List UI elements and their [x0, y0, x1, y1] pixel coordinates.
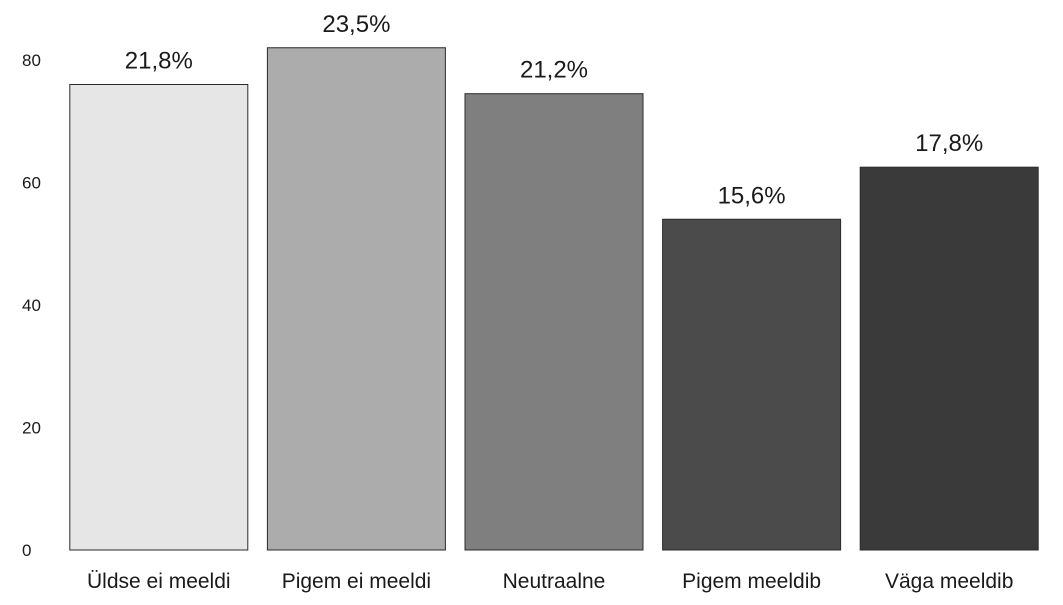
x-category-label: Pigem ei meeldi	[282, 570, 431, 593]
bar-data-label: 15,6%	[718, 182, 786, 209]
y-tick-label: 40	[22, 296, 41, 315]
x-category-label: Väga meeldib	[885, 570, 1013, 593]
x-category-label: Üldse ei meeldi	[87, 570, 231, 593]
y-axis-ticks: 0 20 40 60 80	[22, 51, 41, 560]
bar	[662, 218, 842, 551]
data-labels: 21,8% 23,5% 21,2% 15,6% 17,8%	[125, 11, 983, 210]
y-tick-label: 80	[22, 51, 41, 70]
bar-data-label: 17,8%	[915, 130, 983, 157]
bar-data-label: 21,8%	[125, 48, 193, 75]
bar	[859, 166, 1039, 551]
bar-data-label: 21,2%	[520, 57, 588, 84]
x-category-label: Pigem meeldib	[682, 570, 821, 593]
y-tick-label: 0	[22, 541, 31, 560]
bar	[69, 84, 249, 551]
x-category-label: Neutraalne	[503, 570, 606, 593]
x-axis-labels: Üldse ei meeldi Pigem ei meeldi Neutraalne…	[87, 570, 1013, 593]
bar	[266, 47, 446, 551]
y-tick-label: 20	[22, 419, 41, 438]
bar	[464, 93, 644, 551]
y-tick-label: 60	[22, 174, 41, 193]
bar-data-label: 23,5%	[322, 11, 390, 38]
bar-series	[69, 47, 1039, 551]
